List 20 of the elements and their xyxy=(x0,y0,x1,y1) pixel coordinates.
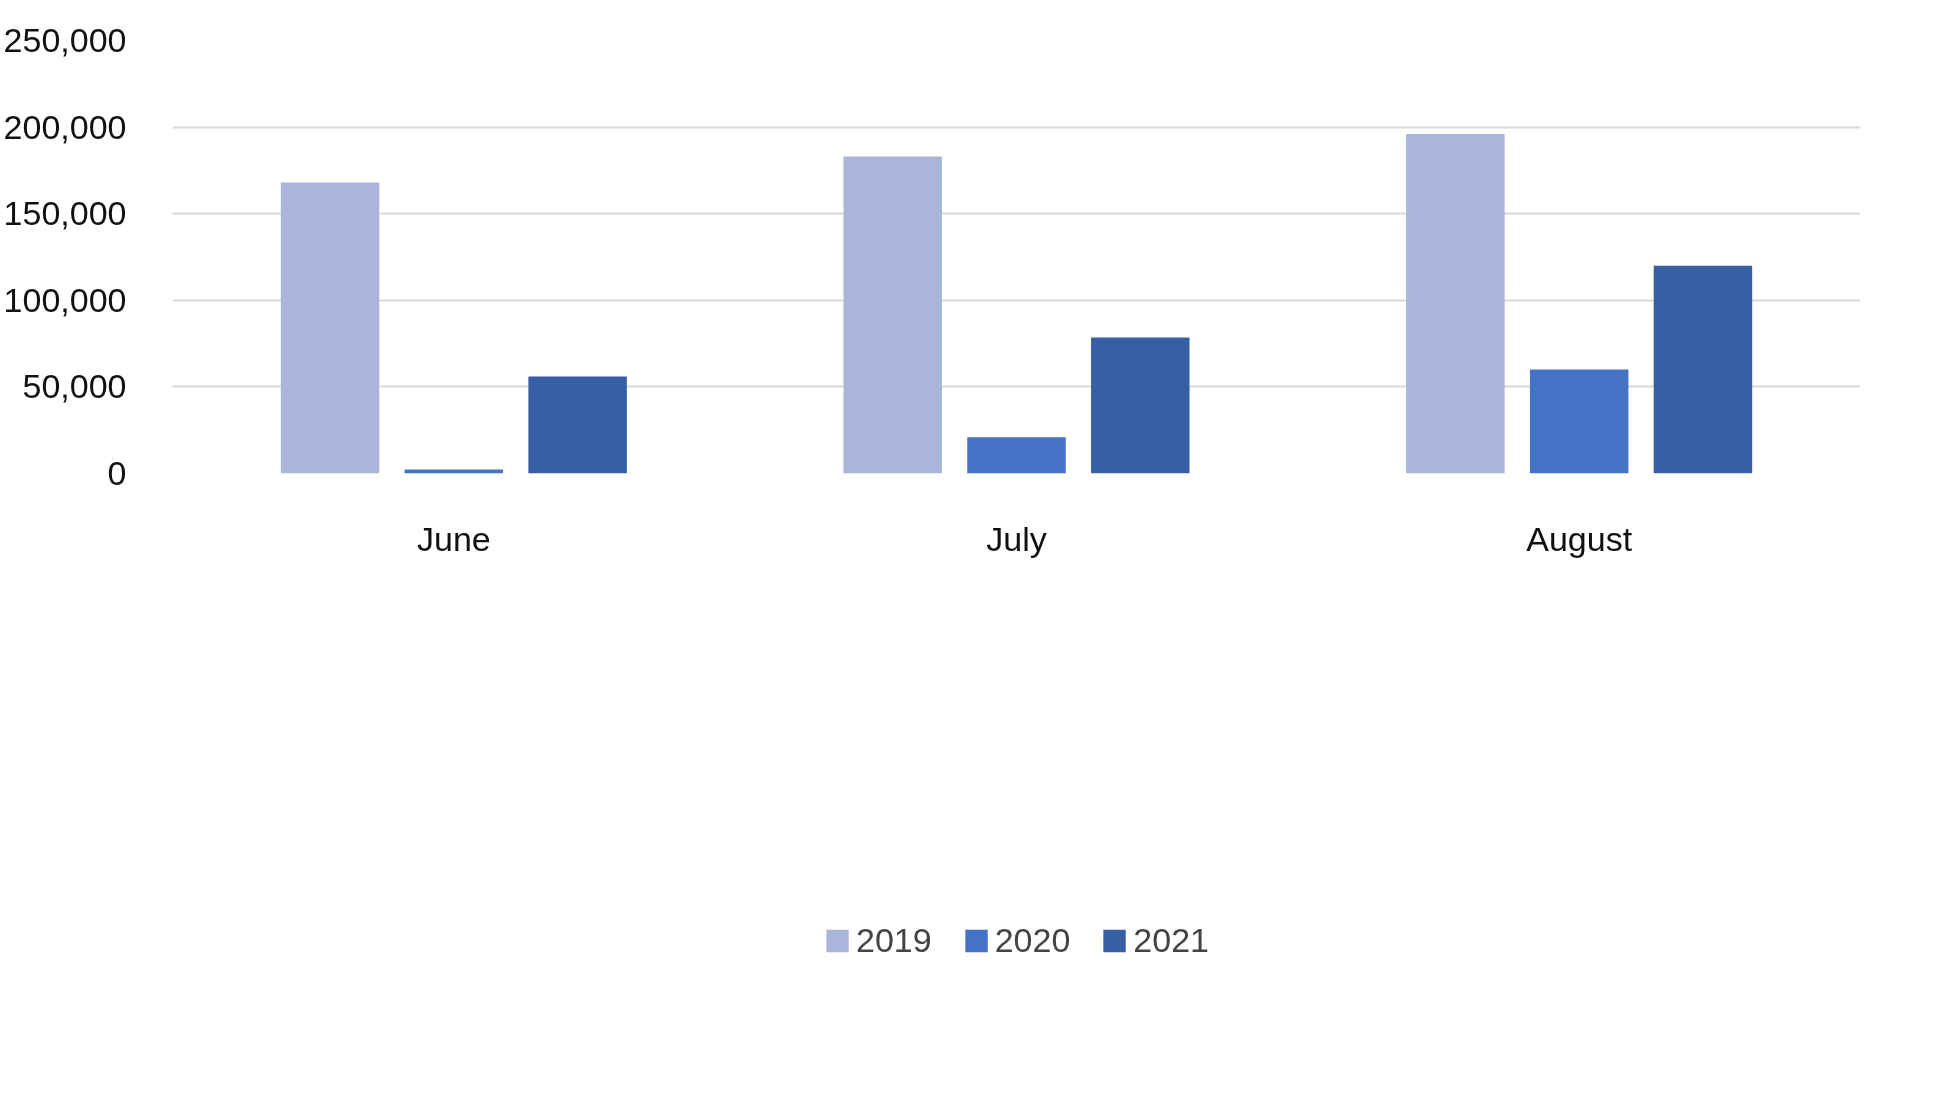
bar xyxy=(1091,337,1190,474)
x-tick-label: August xyxy=(1526,519,1633,558)
y-tick-label: 250,000 xyxy=(3,21,127,59)
bar xyxy=(528,376,627,474)
y-tick-label: 50,000 xyxy=(22,367,127,406)
y-tick-label: 100,000 xyxy=(3,280,127,319)
x-tick-label: July xyxy=(986,519,1047,558)
y-tick-label: 150,000 xyxy=(3,194,127,233)
y-tick-label: 0 xyxy=(107,454,127,492)
bar xyxy=(1653,265,1753,474)
x-tick-label: June xyxy=(416,519,491,558)
legend-label: 2021 xyxy=(1133,920,1209,960)
y-tick-label: 200,000 xyxy=(3,107,127,146)
bar xyxy=(1406,134,1505,474)
legend-label: 2019 xyxy=(856,920,932,960)
legend-label: 2020 xyxy=(994,920,1071,960)
bar xyxy=(1529,369,1629,474)
bar xyxy=(967,437,1066,474)
bar xyxy=(280,182,380,474)
bar xyxy=(843,156,942,474)
